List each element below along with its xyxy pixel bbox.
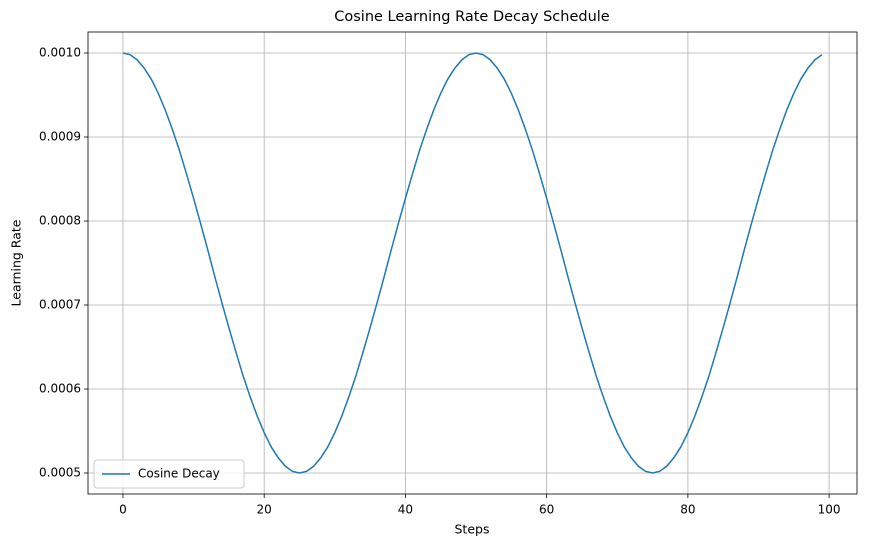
legend-label: Cosine Decay bbox=[138, 467, 220, 481]
y-tick-label: 0.0010 bbox=[39, 46, 81, 60]
y-tick-label: 0.0005 bbox=[39, 466, 81, 480]
legend-box bbox=[93, 459, 245, 489]
y-tick-label: 0.0006 bbox=[39, 382, 81, 396]
plot-frame bbox=[87, 31, 858, 495]
y-axis-label: Learning Rate bbox=[9, 219, 24, 306]
x-axis-label: Steps bbox=[455, 522, 490, 537]
x-tick-label: 80 bbox=[680, 503, 695, 517]
y-tick-label: 0.0009 bbox=[39, 130, 81, 144]
line bbox=[122, 52, 823, 474]
x-tick-label: 100 bbox=[818, 503, 841, 517]
y-tick-label: 0.0007 bbox=[39, 298, 81, 312]
y-tick-label: 0.0008 bbox=[39, 214, 81, 228]
legend: Cosine Decay bbox=[93, 459, 245, 489]
x-tick-label: 40 bbox=[398, 503, 413, 517]
x-tick-label: 0 bbox=[119, 503, 127, 517]
x-tick-label: 20 bbox=[257, 503, 272, 517]
chart-title: Cosine Learning Rate Decay Schedule bbox=[334, 9, 610, 25]
x-tick-label: 60 bbox=[539, 503, 554, 517]
